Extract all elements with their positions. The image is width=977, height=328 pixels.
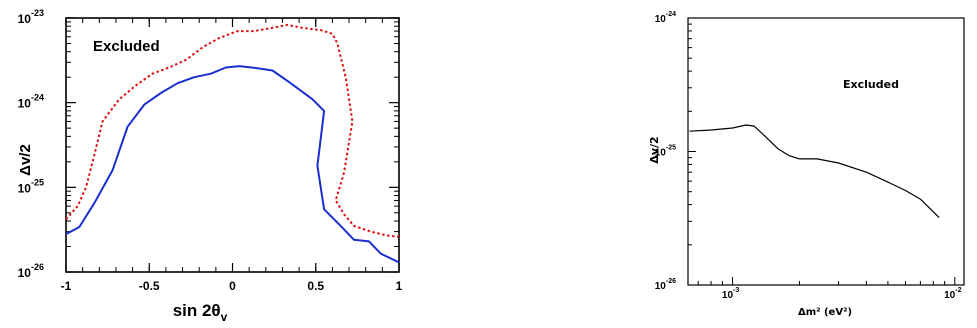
right-x-tick-label-exp: -3: [733, 287, 739, 294]
right-y-tick-label-base: 10: [655, 148, 667, 159]
left-series-line-dotted: [65, 23, 400, 238]
left-x-axis-label-main: sin 2θ: [173, 301, 221, 320]
left-y-tick-label-base: 10: [18, 97, 32, 111]
right-y-tick-label-exp: -24: [666, 11, 676, 18]
left-y-tick-label: 10-23: [18, 8, 44, 26]
right-series-line: [689, 124, 940, 219]
right-x-tick-label: 10-3: [722, 287, 739, 301]
right-series: [689, 124, 940, 219]
right-x-tick-label: 10-2: [944, 287, 961, 301]
right-annotation: Excluded: [843, 78, 899, 91]
right-y-tick-label: 10-24: [655, 11, 676, 25]
left-y-tick-label: 10-26: [18, 262, 44, 280]
left-y-tick-label: 10-25: [18, 177, 44, 195]
right-y-tick-label: 10-25: [655, 145, 676, 159]
left-y-tick-label-exp: -25: [31, 177, 44, 187]
right-x-tick-label-base: 10: [944, 290, 956, 301]
left-x-tick-label: -0.5: [139, 279, 160, 293]
left-x-tick-label: 1: [396, 279, 403, 293]
left-y-tick-label-exp: -24: [31, 93, 44, 103]
right-y-tick-label-base: 10: [655, 14, 667, 25]
left-x-tick-label: 0: [229, 279, 236, 293]
left-x-axis-label: sin 2θv: [173, 301, 228, 324]
left-x-tick-label: 0.5: [307, 279, 324, 293]
right-x-tick-label-exp: -2: [955, 287, 961, 294]
left-y-tick-label: 10-24: [18, 93, 44, 111]
right-y-axis-label: Δv/2: [648, 136, 661, 163]
left-y-tick-label-base: 10: [18, 181, 32, 195]
left-y-tick-label-base: 10: [18, 266, 32, 280]
right-y-tick-label-exp: -25: [666, 145, 676, 152]
left-series-line-solid: [65, 65, 400, 264]
right-x-tick-label-base: 10: [722, 290, 734, 301]
right-y-tick-label-exp: -26: [666, 278, 676, 285]
left-x-axis-label-sub: v: [221, 310, 228, 324]
left-y-tick-label-exp: -23: [31, 8, 44, 18]
left-series: [65, 23, 400, 264]
left-y-axis-label: Δv/2: [17, 144, 34, 176]
left-x-tick-label: -1: [61, 279, 72, 293]
right-y-tick-label-base: 10: [655, 281, 667, 292]
right-plot-frame: [687, 17, 965, 286]
left-y-tick-label-exp: -26: [31, 262, 44, 272]
right-x-axis-label: Δm² (eV²): [798, 307, 852, 318]
left-y-tick-label-base: 10: [18, 12, 32, 26]
left-annotation: Excluded: [93, 38, 160, 55]
right-y-tick-label: 10-26: [655, 278, 676, 292]
